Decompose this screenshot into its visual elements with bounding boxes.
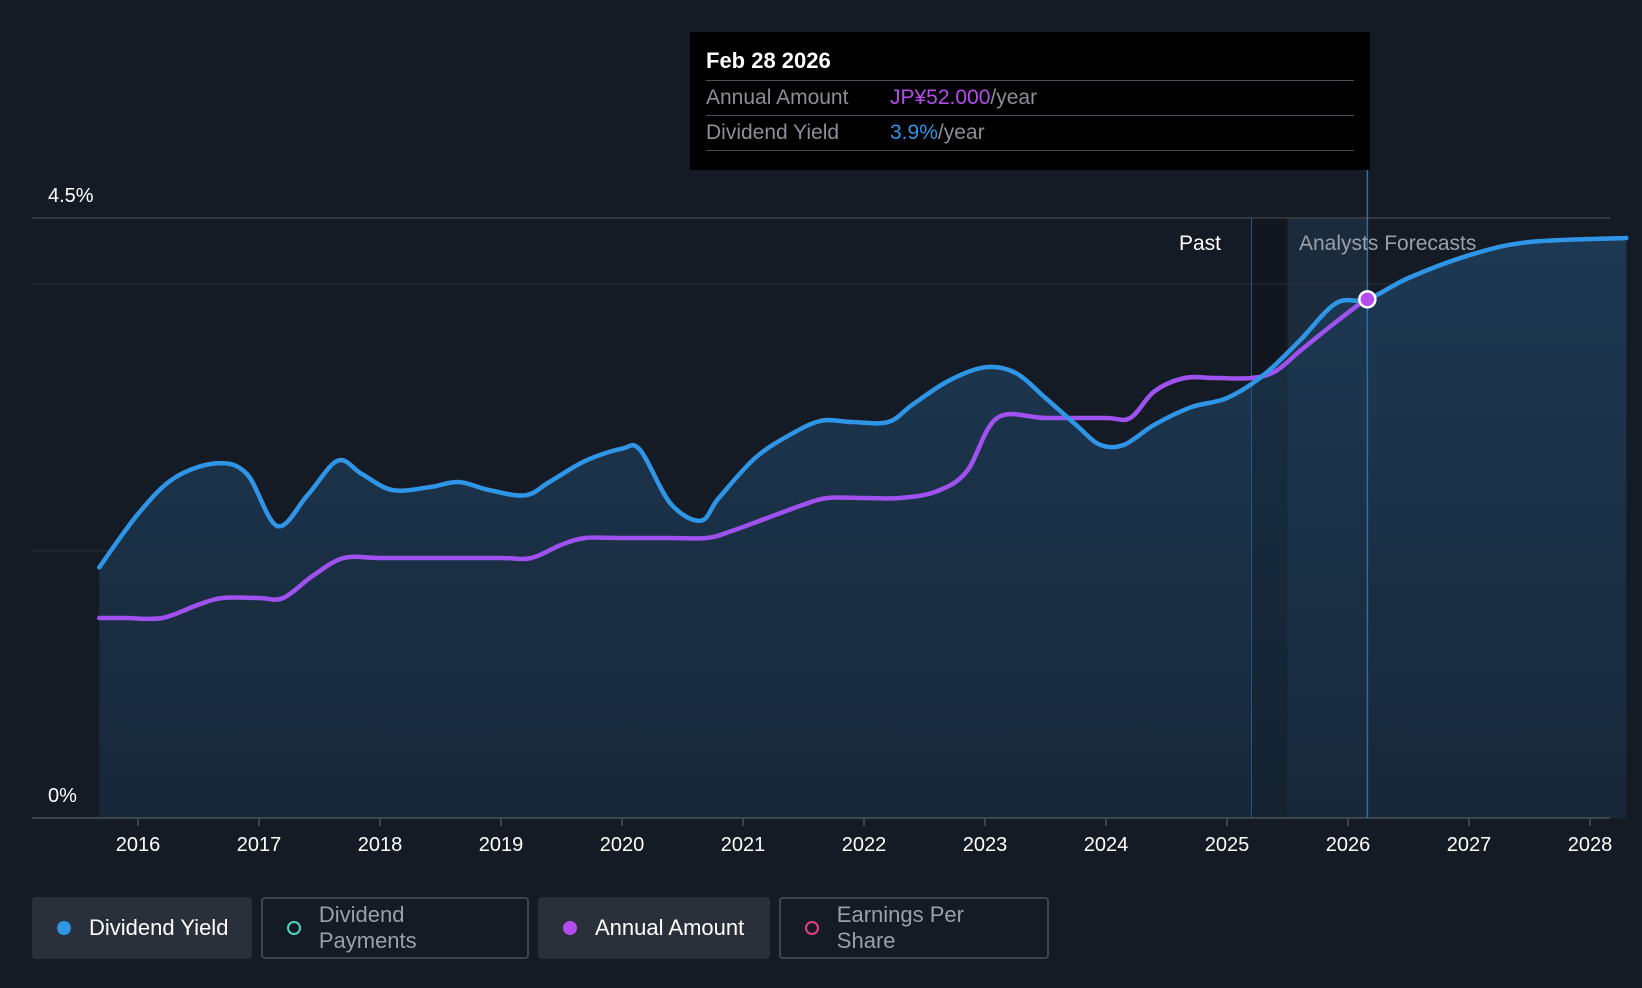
legend-earnings-per-share-button[interactable]: Earnings Per Share xyxy=(779,897,1049,959)
forecast-label: Analysts Forecasts xyxy=(1299,232,1476,255)
earnings-per-share-ring-icon xyxy=(805,921,819,935)
tooltip-date: Feb 28 2026 xyxy=(706,46,1354,81)
dividend-payments-ring-icon xyxy=(287,921,301,935)
annual-amount-line xyxy=(97,295,1370,622)
legend-label: Earnings Per Share xyxy=(836,902,964,953)
x-tick-label: 2016 xyxy=(116,834,161,856)
x-tick-label: 2025 xyxy=(1205,834,1250,856)
x-tick-label: 2018 xyxy=(358,834,403,856)
x-tick-label: 2026 xyxy=(1326,834,1371,856)
x-tick-label: 2028 xyxy=(1568,834,1613,856)
dividend-yield-line xyxy=(97,235,1629,570)
tooltip-unit: /year xyxy=(990,86,1038,109)
past-label: Past xyxy=(1179,232,1221,255)
legend-dividend-yield-button[interactable]: Dividend Yield xyxy=(32,897,252,959)
legend-annual-amount-button[interactable]: Annual Amount xyxy=(538,897,770,959)
x-tick-label: 2017 xyxy=(237,834,282,856)
tooltip-label: Annual Amount xyxy=(706,86,849,109)
y-tick-bottom: 0% xyxy=(48,785,77,807)
dividend-yield-area xyxy=(99,238,1627,818)
tooltip-value: 3.9% xyxy=(890,121,938,144)
annual-amount-dot-icon xyxy=(563,921,577,935)
legend-label: Annual Amount xyxy=(595,915,745,940)
legend: Dividend Yield Dividend Payments Annual … xyxy=(32,897,1058,959)
x-tick-label: 2021 xyxy=(721,834,766,856)
x-tick-label: 2022 xyxy=(842,834,887,856)
x-tick-label: 2027 xyxy=(1447,834,1492,856)
x-tick-label: 2023 xyxy=(963,834,1008,856)
tooltip-value: JP¥52.000 xyxy=(890,86,991,109)
x-tick-label: 2024 xyxy=(1084,834,1129,856)
legend-dividend-payments-button[interactable]: Dividend Payments xyxy=(261,897,529,959)
tooltip: Feb 28 2026 Annual Amount JP¥52.000 /yea… xyxy=(690,32,1370,170)
tooltip-label: Dividend Yield xyxy=(706,121,840,144)
legend-label: Dividend Payments xyxy=(318,902,417,953)
past-band xyxy=(1251,218,1288,818)
tooltip-row-annual-amount: Annual Amount JP¥52.000 /year xyxy=(706,81,1354,116)
tooltip-unit: /year xyxy=(937,121,985,144)
dividend-yield-dot-icon xyxy=(57,921,71,935)
x-tick-label: 2019 xyxy=(479,834,524,856)
selected-point-marker[interactable] xyxy=(1358,290,1377,309)
legend-label: Dividend Yield xyxy=(89,915,229,940)
y-tick-top: 4.5% xyxy=(48,185,94,207)
x-axis-ticks: 2016 2017 2018 2019 2020 2021 2022 2023 2024 2025… xyxy=(116,818,1613,856)
x-tick-label: 2020 xyxy=(600,834,645,856)
tooltip-row-dividend-yield: Dividend Yield 3.9% /year xyxy=(706,116,1354,151)
